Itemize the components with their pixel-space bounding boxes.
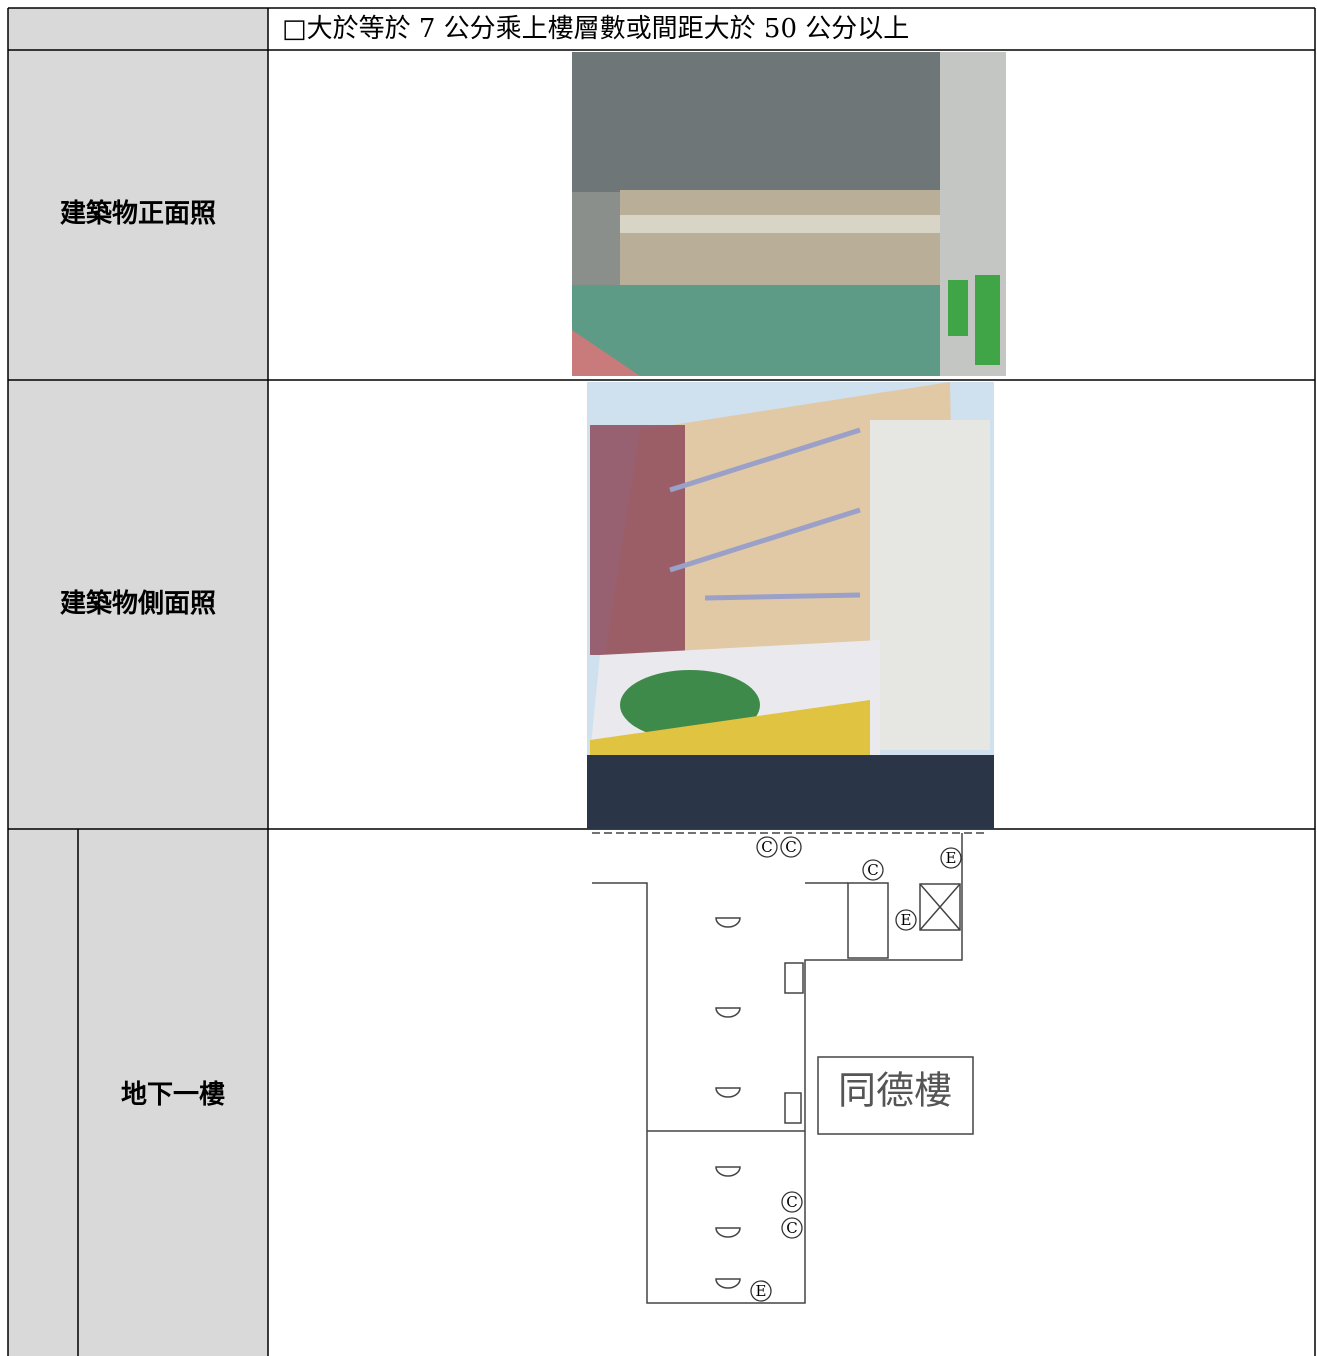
light-symbol — [715, 1087, 741, 1098]
marker-label: E — [901, 911, 912, 929]
marker-label: C — [786, 1219, 797, 1237]
front-photo — [572, 52, 1006, 376]
marker-label: C — [786, 1193, 797, 1211]
marker-circle — [781, 1217, 803, 1239]
criteria-text: □大於等於 7 公分乘上樓層數或間距大於 50 公分以上 — [282, 14, 909, 44]
marker-circle — [862, 859, 884, 881]
light-symbol — [715, 1007, 741, 1018]
building-label: 同德樓 — [838, 1069, 952, 1113]
marker-label: E — [946, 849, 957, 867]
marker-label: C — [761, 838, 772, 856]
row-label: 建築物正面照 — [60, 198, 216, 229]
row-label: 地下一樓 — [121, 1079, 225, 1110]
label-column — [8, 8, 268, 1356]
floor-plan — [592, 832, 985, 1304]
side-photo — [587, 382, 994, 829]
marker-label: E — [756, 1282, 767, 1300]
marker-circle — [940, 847, 962, 869]
marker-circle — [780, 836, 802, 858]
marker-circle — [781, 1191, 803, 1213]
marker-label: C — [867, 861, 878, 879]
light-symbol — [715, 1166, 741, 1177]
marker-circle — [756, 836, 778, 858]
marker-label: C — [785, 838, 796, 856]
table-grid — [7, 7, 1316, 1356]
row-label: 建築物側面照 — [60, 588, 216, 619]
light-symbol — [715, 1227, 741, 1238]
marker-circle — [895, 909, 917, 931]
marker-circle — [750, 1280, 772, 1302]
light-symbol — [715, 917, 741, 928]
light-symbol — [715, 1278, 741, 1289]
